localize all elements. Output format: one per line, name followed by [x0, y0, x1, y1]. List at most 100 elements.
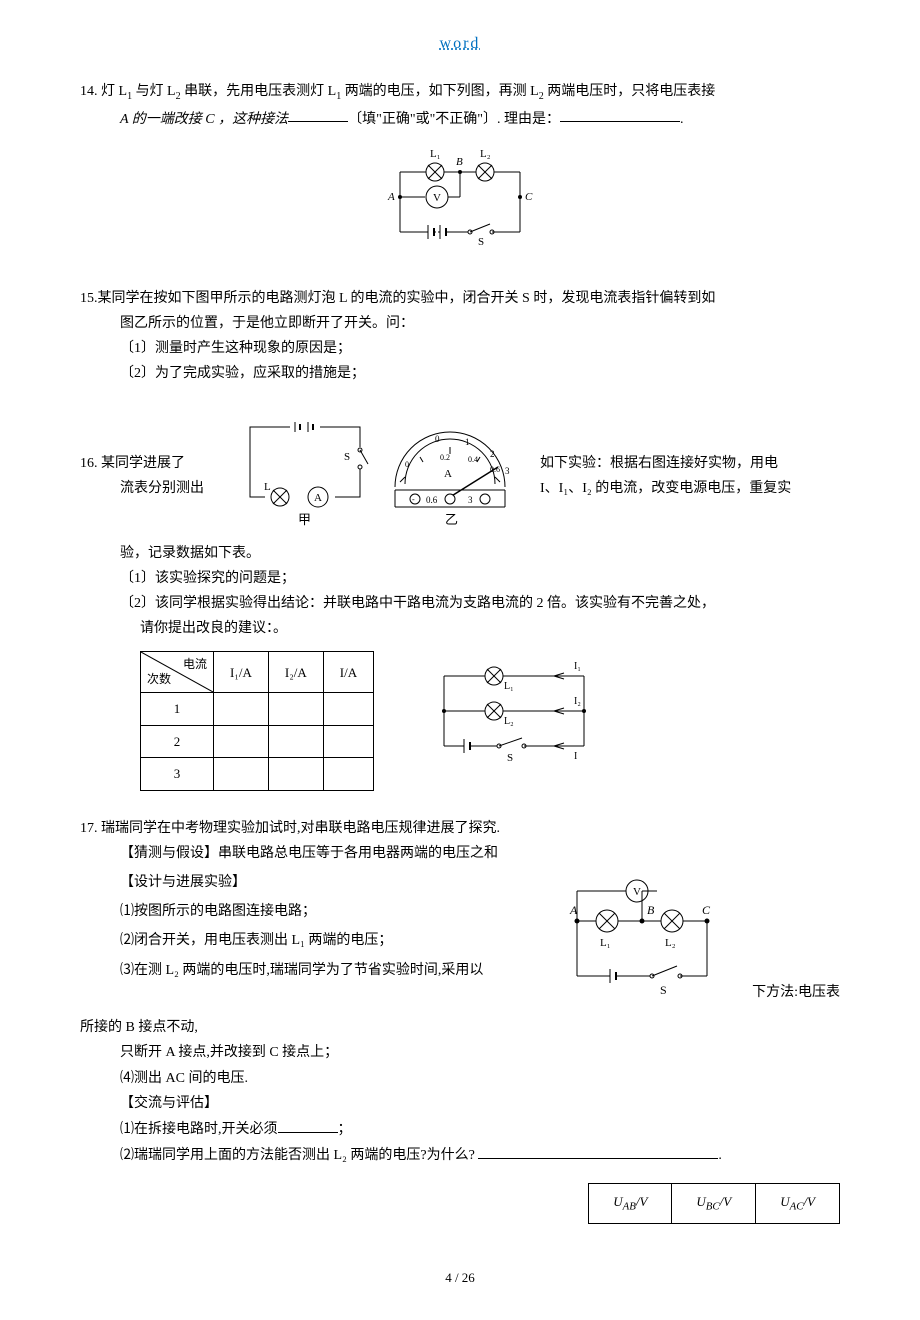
q17-d1: ⑴在拆接电路时,开关必须 ；: [80, 1116, 840, 1142]
q16-diag-bottom: 次数: [147, 669, 171, 691]
q17-step4: ⑷测出 AC 间的电压.: [80, 1066, 840, 1091]
q17-voltage-table: UAB/V UBC/V UAC/V: [588, 1183, 840, 1224]
svg-text:I₁: I₁: [574, 661, 581, 672]
q17-hyp: 【猜测与假设】串联电路总电压等于各用电器两端的电压之和: [80, 841, 840, 866]
q17-d2: ⑵瑞瑞同学用上面的方法能否测出 L₂ 两端的电压?为什么? .: [80, 1142, 840, 1168]
q17-voltage-table-wrap: UAB/V UBC/V UAC/V: [80, 1183, 840, 1226]
q16-wl1l: 某同学进展了: [101, 456, 185, 471]
q17-vt-c3: UAC/V: [756, 1183, 840, 1223]
q17-step3d: 只断开 A 接点,并改接到 C 接点上；: [80, 1040, 840, 1065]
q17-title-text: 瑞瑞同学在中考物理实验加试时,对串联电路电压规律进展了探究.: [101, 821, 500, 836]
q16-s2a: 〔2〕该同学根据实验得出结论：并联电路中干路电流为支路电流的 2 倍。该实验有不…: [80, 591, 840, 616]
q17-step3c: 所接的 B 接点不动,: [80, 1015, 840, 1040]
svg-text:S: S: [344, 451, 350, 463]
svg-text:I: I: [574, 751, 577, 762]
svg-text:A: A: [444, 468, 452, 480]
q17-discuss: 【交流与评估】: [80, 1091, 840, 1116]
q17-d2-blank: [478, 1142, 718, 1159]
svg-text:V: V: [633, 886, 641, 898]
q16-wl2r: I、I₁、I₂ 的电流，改变电源电压，重复实: [540, 476, 840, 501]
svg-text:0.4: 0.4: [468, 455, 478, 464]
q17-step1: ⑴按图所示的电路图连接电路；: [80, 899, 522, 924]
q15-sub2: 〔2〕为了完成实验，应采取的措施是；: [80, 361, 840, 386]
q16-r2: 2: [141, 725, 214, 757]
q16-number: 16.: [80, 456, 98, 471]
q16-l3: 验，记录数据如下表。: [80, 541, 840, 566]
q17-step2: ⑵闭合开关，用电压表测出 L₁ 两端的电压；: [80, 928, 522, 953]
svg-text:A: A: [387, 191, 395, 203]
q17-number: 17.: [80, 821, 98, 836]
q14-blank1: [288, 106, 348, 123]
q16-table-and-circuit: 电流 次数 I₁/A I₂/A I/A 1 2 3 L₁ I₁: [80, 651, 840, 790]
q15-q16-diagrams: S L A 甲: [240, 412, 520, 541]
q16-circuit-diagram: L₁ I₁ L₂ I₂ S I: [414, 651, 614, 771]
question-17: 17. 瑞瑞同学在中考物理实验加试时,对串联电路电压规律进展了探究. 【猜测与假…: [80, 816, 840, 1227]
svg-text:L₂: L₂: [504, 716, 514, 727]
svg-text:C: C: [525, 191, 533, 203]
svg-text:0.2: 0.2: [440, 453, 450, 462]
svg-text:B: B: [456, 156, 463, 168]
page-footer: 4 / 26: [80, 1266, 840, 1289]
question-16: 16. 某同学进展了 流表分别测出 S: [80, 412, 840, 791]
q16-th2: I₂/A: [268, 652, 323, 693]
q15-t1: 某同学在按如下图甲所示的电路测灯泡 L 的电流的实验中，闭合开关 S 时，发现电…: [98, 291, 716, 306]
svg-text:I₂: I₂: [574, 696, 581, 707]
q14-t1c: 串联，先用电压表测灯 L: [181, 84, 337, 99]
q17-d2a: ⑵瑞瑞同学用上面的方法能否测出 L₂ 两端的电压?为什么?: [120, 1148, 475, 1163]
q17-d1-blank: [278, 1116, 338, 1133]
q14-line1: 14. 灯 L1 与灯 L2 串联，先用电压表测灯 L1 两端的电压，如下列图，…: [80, 79, 840, 106]
q16-s1: 〔1〕该实验探究的问题是；: [80, 566, 840, 591]
svg-text:S: S: [478, 236, 484, 248]
q17-vt-c1: UAB/V: [589, 1183, 672, 1223]
svg-text:L₁: L₁: [600, 937, 611, 949]
q14-period: .: [680, 111, 684, 126]
svg-text:A: A: [569, 903, 578, 917]
q14-t1d: 两端的电压，如下列图，再测 L: [341, 84, 539, 99]
q17-d2b: .: [718, 1148, 722, 1163]
q17-steps: 【设计与进展实验】 ⑴按图所示的电路图连接电路； ⑵闭合开关，用电压表测出 L₁…: [80, 866, 522, 987]
q16-data-table: 电流 次数 I₁/A I₂/A I/A 1 2 3: [140, 651, 374, 790]
q15-number: 15.: [80, 291, 98, 306]
q14-diagram: L₁ L₂ B V A C: [80, 142, 840, 261]
q14-t1e: 两端电压时，只将电压表接: [544, 84, 716, 99]
svg-text:-: -: [412, 495, 415, 504]
q16-th3: I/A: [323, 652, 373, 693]
svg-text:3: 3: [468, 495, 473, 505]
svg-text:甲: 甲: [298, 512, 311, 527]
q17-design: 【设计与进展实验】: [80, 870, 522, 895]
svg-text:3: 3: [505, 466, 510, 476]
q14-t1a: 灯 L: [101, 84, 127, 99]
svg-text:1: 1: [465, 437, 470, 447]
q16-th1: I₁/A: [214, 652, 269, 693]
q14-line2: A 的一端改接 C ，这种接法〔填"正确"或"不正确"〕. 理由是：.: [80, 106, 840, 132]
q16-r3: 3: [141, 758, 214, 790]
q17-step3a: ⑶在测 L₂ 两端的电压时,瑞瑞同学为了节省实验时间,采用以: [120, 963, 483, 978]
svg-text:0: 0: [435, 434, 440, 444]
svg-text:L: L: [264, 481, 271, 493]
question-14: 14. 灯 L1 与灯 L2 串联，先用电压表测灯 L1 两端的电压，如下列图，…: [80, 79, 840, 261]
svg-text:0.6: 0.6: [426, 495, 438, 505]
q17-step3b-wrap: 下方法:电压表: [752, 980, 840, 1015]
q16-r1: 1: [141, 693, 214, 725]
q16-right-col: 如下实验：根据右图连接好实物，用电 I、I₁、I₂ 的电流，改变电源电压，重复实: [540, 451, 840, 501]
q16-left-col: 16. 某同学进展了 流表分别测出: [80, 451, 220, 501]
header-word-label: word: [80, 30, 840, 59]
question-15: 15.某同学在按如下图甲所示的电路测灯泡 L 的电流的实验中，闭合开关 S 时，…: [80, 286, 840, 387]
svg-text:L₂: L₂: [665, 937, 676, 949]
q16-diag-top: 电流: [183, 654, 207, 676]
svg-text:S: S: [507, 752, 513, 764]
q17-d1a: ⑴在拆接电路时,开关必须: [120, 1122, 278, 1137]
svg-text:L₁: L₁: [430, 148, 441, 160]
q17-d1b: ；: [338, 1122, 352, 1137]
svg-text:乙: 乙: [445, 512, 458, 527]
q17-step3b: 下方法:电压表: [752, 985, 840, 1000]
q14-number: 14.: [80, 84, 98, 99]
svg-text:2: 2: [490, 449, 495, 459]
q17-diagram: V A L₁ B L₂ C: [542, 866, 732, 1015]
svg-text:0: 0: [405, 460, 409, 469]
q15-line2: 图乙所示的位置，于是他立即断开了开关。问：: [80, 311, 840, 336]
svg-text:C: C: [702, 903, 711, 917]
q14-t2a: A 的一端改接 C ，这种接法: [120, 111, 288, 126]
q15-line1: 15.某同学在按如下图甲所示的电路测灯泡 L 的电流的实验中，闭合开关 S 时，…: [80, 286, 840, 311]
svg-text:L₂: L₂: [480, 148, 491, 160]
